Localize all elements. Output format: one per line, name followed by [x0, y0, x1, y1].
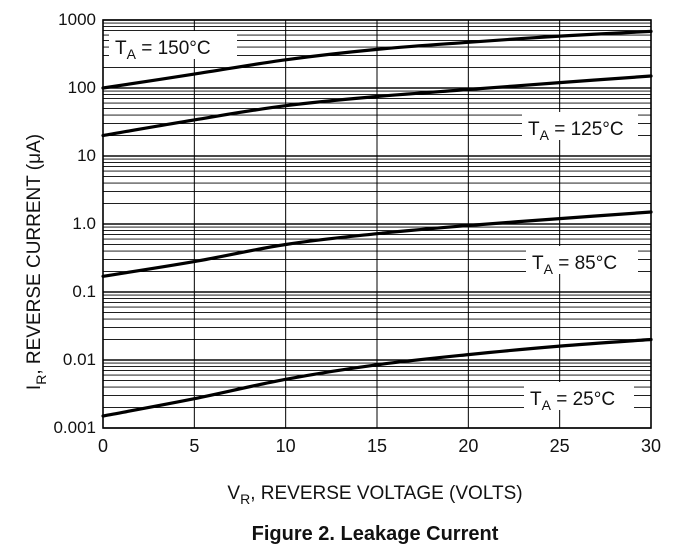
series-label-backgrounds — [109, 31, 638, 410]
series-label: TA = 25°C — [530, 389, 615, 413]
y-tick-label: 0.01 — [63, 350, 96, 369]
x-tick-label: 15 — [367, 436, 387, 456]
x-tick-label: 0 — [98, 436, 108, 456]
plot-frame — [102, 19, 652, 429]
series-lines — [101, 29, 653, 418]
series-label-box — [522, 112, 638, 140]
x-axis-label-main: V — [227, 483, 240, 504]
series-line — [101, 29, 653, 90]
y-tick-label: 0.001 — [53, 418, 96, 437]
x-tick-label: 10 — [276, 436, 296, 456]
y-tick-label: 100 — [68, 78, 96, 97]
series-label: TA = 125°C — [528, 119, 624, 143]
series-label-box — [526, 246, 638, 274]
series-label: TA = 150°C — [115, 38, 211, 62]
y-axis-label: IR, REVERSE CURRENT (μA) — [24, 134, 49, 390]
x-tick-label: 30 — [641, 436, 661, 456]
x-axis-label-sub: R — [240, 491, 250, 507]
series-line — [101, 210, 653, 278]
y-axis-label-rest: , REVERSE CURRENT (μA) — [24, 134, 45, 375]
x-tick-label: 5 — [189, 436, 199, 456]
y-axis-label-main: I — [24, 385, 45, 390]
y-tick-label: 1000 — [58, 10, 96, 29]
series-line — [101, 337, 653, 418]
series-line — [101, 74, 653, 138]
y-tick-label: 0.1 — [72, 282, 96, 301]
series-labels: TA = 150°C TA = 125°C TA = 85°C TA = 25°C — [115, 38, 624, 413]
y-axis-label-sub: R — [33, 375, 49, 385]
x-axis-label: VR, REVERSE VOLTAGE (VOLTS) — [227, 483, 522, 507]
y-tick-label: 10 — [77, 146, 96, 165]
y-tick-label: 1.0 — [72, 214, 96, 233]
x-tick-label: 20 — [458, 436, 478, 456]
figure-caption: Figure 2. Leakage Current — [252, 523, 499, 545]
x-axis-label-rest: , REVERSE VOLTAGE (VOLTS) — [250, 483, 522, 504]
y-tick-labels: 0.001 0.01 0.1 1.0 10 100 1000 — [53, 10, 96, 437]
series-label: TA = 85°C — [532, 253, 617, 277]
series-label-box — [109, 31, 237, 59]
x-tick-labels: 0 5 10 15 20 25 30 — [98, 436, 661, 456]
x-tick-label: 25 — [550, 436, 570, 456]
series-label-box — [524, 382, 634, 410]
